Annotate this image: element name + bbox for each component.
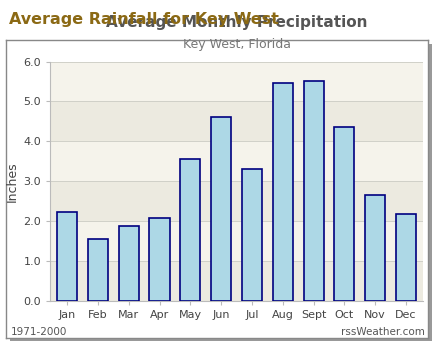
Bar: [50, 261, 423, 301]
Text: Average Monthly Precipitation: Average Monthly Precipitation: [106, 15, 367, 31]
Bar: [396, 214, 416, 301]
Text: Key West, Florida: Key West, Florida: [183, 38, 290, 51]
Bar: [181, 159, 200, 301]
Bar: [211, 117, 231, 301]
Bar: [50, 101, 423, 142]
Bar: [303, 81, 324, 301]
Bar: [50, 181, 423, 221]
Bar: [57, 212, 77, 301]
Bar: [273, 83, 293, 301]
Bar: [334, 127, 354, 301]
Bar: [150, 218, 170, 301]
Bar: [50, 221, 423, 261]
Bar: [50, 142, 423, 181]
Y-axis label: Inches: Inches: [6, 161, 19, 202]
Bar: [50, 62, 423, 101]
Bar: [88, 239, 108, 301]
Bar: [365, 195, 385, 301]
Bar: [242, 169, 262, 301]
Bar: [119, 226, 139, 301]
Text: rssWeather.com: rssWeather.com: [341, 327, 425, 337]
Text: Average Rainfall for Key West: Average Rainfall for Key West: [9, 12, 279, 27]
Text: 1971-2000: 1971-2000: [11, 327, 67, 337]
